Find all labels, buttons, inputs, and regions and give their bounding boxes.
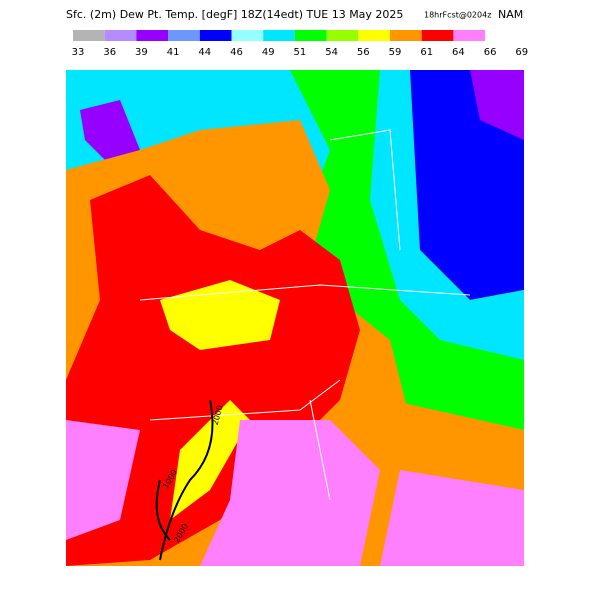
region-purple [470,70,524,140]
colorbar-swatch [421,30,454,41]
colorbar-swatch [453,30,486,41]
title: Sfc. (2m) Dew Pt. Temp. [degF] 18Z(14edt… [66,8,403,21]
colorbar-label: 41 [167,47,180,58]
colorbar-label: 44 [198,47,211,58]
colorbar-label: 69 [515,47,528,58]
colorbar-label: 46 [230,47,243,58]
forecast: 18hrFcst@0204z [424,11,491,20]
colorbar-swatch [104,30,137,41]
region-pink-coast [380,470,524,566]
region-blue [400,70,524,300]
model: NAM [498,8,523,21]
colorbar-swatch [231,30,264,41]
region-purple-west [80,100,140,165]
colorbar-label: 39 [135,47,148,58]
colorbar-label: 59 [389,47,402,58]
region-red [66,175,360,566]
colorbar-label: 66 [484,47,497,58]
colorbar-swatch [294,30,327,41]
colorbar-label: 33 [72,47,85,58]
colorbar-label: 49 [262,47,275,58]
terrain-contours [155,399,214,561]
colorbar-swatch [136,30,169,41]
colorbar-swatch [73,30,105,41]
colorbar-label: 64 [452,47,465,58]
region-yellow [160,280,280,350]
colorbar-swatch [326,30,359,41]
colorbar-label: 54 [325,47,338,58]
colorbar-label: 56 [357,47,370,58]
map: 2000 1000 2000 [66,70,524,566]
colorbar-label: 61 [420,47,433,58]
region-pink-west [66,420,140,540]
colorbar-swatch [390,30,422,41]
colorbar-swatch [358,30,390,41]
colorbar-swatch [168,30,200,41]
colorbar-swatch [199,30,232,41]
colorbar: 33 36 39 41 44 46 49 51 54 56 59 61 64 66 69 [72,30,528,58]
region-pink-east [200,420,380,566]
region-cyan-east [370,70,524,360]
region-yellow-south [170,400,250,520]
colorbar-swatch [263,30,295,41]
borders [139,129,471,501]
colorbar-label: 36 [103,47,116,58]
colorbar-label: 51 [294,47,307,58]
